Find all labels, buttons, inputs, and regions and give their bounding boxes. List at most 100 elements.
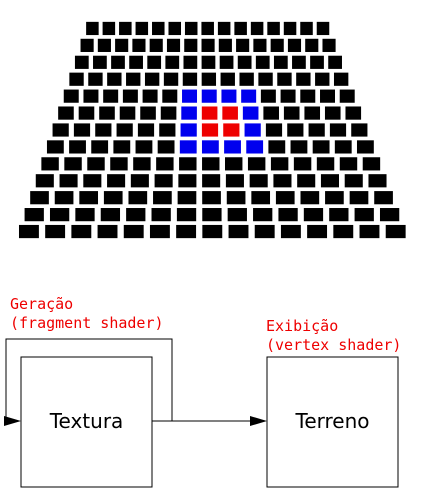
grid-cell [270, 157, 289, 171]
grid-cell [201, 123, 219, 137]
grid-cell [325, 191, 344, 205]
grid-cell [181, 106, 197, 120]
grid-cell [202, 174, 221, 188]
grid-cell [293, 157, 312, 171]
grid-cell [63, 89, 79, 103]
grid-cell [100, 208, 121, 222]
grid-cell [153, 191, 172, 205]
grid-cell [168, 21, 182, 36]
grid-cell [102, 21, 116, 36]
grid-cell [107, 174, 126, 188]
grid-cell [201, 38, 215, 52]
grid-cell [179, 157, 197, 171]
grid-cell [329, 123, 347, 137]
grid-cell [339, 157, 358, 171]
grid-cell [75, 208, 95, 222]
grid-cell [247, 157, 266, 171]
grid-cell [202, 157, 220, 171]
grid-cell [116, 123, 133, 137]
grid-cell [304, 106, 321, 120]
grid-cell [83, 89, 99, 103]
grid-cell [91, 140, 109, 154]
generation-subtitle: (fragment shader) [10, 314, 164, 332]
grid-cell [379, 208, 400, 222]
grid-cell [316, 157, 335, 171]
grid-cell [224, 140, 241, 154]
grid-cell [263, 106, 279, 120]
texture-box [20, 356, 153, 488]
grid-cell [333, 72, 349, 86]
grid-cell [218, 38, 232, 52]
grid-cell [359, 224, 380, 239]
grid-cell [253, 38, 267, 52]
grid-cell [250, 21, 264, 36]
grid-cell [45, 224, 66, 239]
grid-cell [241, 89, 257, 103]
grid-cell [280, 89, 296, 103]
grid-cell [46, 140, 64, 154]
grid-cell [133, 157, 151, 171]
grid-cell [222, 106, 238, 120]
grid-cell [126, 208, 146, 222]
grid-cell [184, 38, 198, 52]
grid-cell [180, 123, 197, 137]
grid-cell [225, 157, 243, 171]
grid-cell [221, 89, 237, 103]
grid-cell [220, 72, 235, 86]
grid-cell [128, 191, 148, 205]
grid-cell [227, 208, 247, 222]
grid-cell [177, 191, 197, 205]
grid-cell [135, 140, 153, 154]
grid-cell [385, 224, 406, 239]
grid-cell [324, 106, 341, 120]
grid-cell [83, 174, 102, 188]
grid-cell [333, 224, 354, 239]
grid-cell [236, 38, 250, 52]
grid-cell [86, 21, 99, 36]
grid-cell [159, 123, 176, 137]
grid-cell [275, 191, 295, 205]
grid-cell [162, 89, 178, 103]
grid-cell [300, 21, 313, 36]
grid-cell [351, 123, 368, 137]
grid-cell [300, 89, 316, 103]
grid-cell [64, 157, 82, 171]
grid-cell [113, 140, 131, 154]
grid-cell [225, 174, 244, 188]
grid-cell [201, 89, 217, 103]
grid-cell [374, 191, 393, 205]
grid-cell [226, 191, 246, 205]
grid-cell [368, 174, 387, 188]
grid-cell [41, 157, 59, 171]
grid-cell [249, 174, 268, 188]
grid-cell [267, 21, 280, 36]
grid-cell [74, 55, 89, 69]
grid-cell [49, 208, 70, 222]
grid-cell [307, 224, 328, 239]
grid-cell [18, 224, 39, 239]
grid-cell [144, 72, 160, 86]
grid-cell [52, 123, 69, 137]
grid-cell [69, 140, 86, 154]
grid-cell [182, 89, 198, 103]
grid-cell [119, 106, 136, 120]
grid-cell [234, 21, 247, 36]
grid-cell [54, 191, 74, 205]
grid-cell [356, 140, 374, 154]
grid-cell [30, 191, 49, 205]
grid-cell [239, 72, 254, 86]
grid-cell [329, 208, 349, 222]
grid-cell [278, 208, 298, 222]
grid-cell [24, 208, 44, 222]
grid-cell [202, 208, 222, 222]
terrain-box [266, 356, 399, 488]
texture-label: Textura [49, 409, 124, 433]
grid-cell [166, 38, 181, 52]
grid-cell [300, 191, 320, 205]
grid-cell [201, 140, 219, 154]
grid-cell [111, 55, 125, 69]
grid-cell [183, 55, 198, 69]
grid-cell [254, 224, 275, 239]
grid-cell [163, 72, 179, 86]
